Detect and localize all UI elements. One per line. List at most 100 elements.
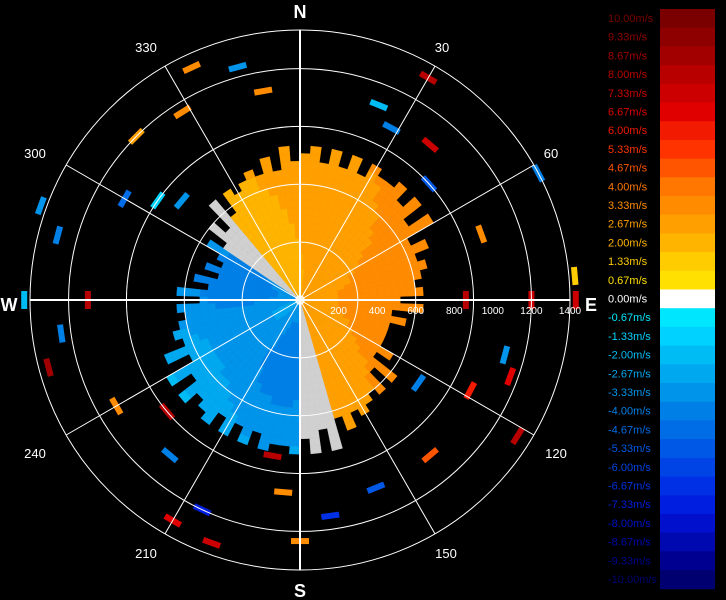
colorbar-label: 8.00m/s — [608, 69, 648, 81]
echo-gate — [306, 391, 315, 401]
colorbar-swatch — [660, 495, 715, 515]
azimuth-label-60: 60 — [544, 146, 558, 161]
echo-gate — [330, 440, 343, 452]
velocity-gate — [263, 451, 282, 461]
echo-gate — [253, 301, 262, 306]
echo-gate — [290, 422, 301, 432]
colorbar-label: -8.00m/s — [608, 518, 651, 530]
velocity-gate — [52, 225, 64, 245]
azimuth-label-330: 330 — [135, 40, 157, 55]
velocity-gate — [21, 290, 28, 309]
colorbar-label: 0.67m/s — [608, 275, 648, 287]
echo-gate — [310, 145, 322, 156]
colorbar-label: 9.33m/s — [608, 32, 648, 44]
cardinal-south: S — [294, 581, 306, 600]
velocity-gate — [475, 224, 488, 244]
radar-site-marker — [295, 295, 305, 305]
polar-grid — [29, 29, 571, 571]
echo-gate — [207, 308, 217, 317]
echo-gate — [199, 289, 209, 297]
echo-gate — [283, 406, 293, 416]
echo-gate — [304, 360, 310, 370]
colorbar-label: -6.00m/s — [608, 462, 651, 474]
colorbar-swatch — [660, 83, 715, 103]
echo-gate — [417, 238, 430, 252]
colorbar-swatch — [660, 401, 715, 421]
echo-gate — [383, 283, 393, 292]
velocity-gate — [182, 61, 202, 75]
echo-gate — [291, 176, 301, 185]
velocity-gate — [570, 266, 579, 286]
echo-gate — [290, 230, 296, 240]
azimuth-label-240: 240 — [24, 446, 46, 461]
range-tick-label: 600 — [407, 306, 424, 317]
echo-gate — [191, 288, 201, 297]
echo-gate — [285, 199, 294, 209]
echo-gate — [308, 161, 320, 171]
echo-gate — [281, 168, 292, 178]
echo-gate — [299, 184, 309, 193]
echo-gate — [299, 160, 310, 170]
echo-gate — [330, 148, 343, 160]
colorbar-swatch — [660, 102, 715, 122]
echo-gate — [384, 290, 393, 298]
azimuth-spoke — [65, 299, 301, 436]
echo-gate — [230, 301, 239, 308]
velocity-gate — [499, 345, 511, 365]
echo-gate — [280, 161, 292, 171]
echo-gate — [199, 303, 209, 311]
echo-gate — [292, 392, 301, 401]
echo-gate — [313, 397, 323, 408]
echo-gate — [307, 406, 317, 416]
echo-gate — [200, 309, 210, 318]
echo-gate — [306, 399, 316, 408]
echo-gate — [414, 286, 424, 297]
colorbar-swatch — [660, 270, 715, 290]
velocity-colorbar: 10.00m/s 9.33m/s 8.67m/s 8.00m/s 7.33m/s 6.67… — [608, 9, 715, 590]
colorbar-label: 2.67m/s — [608, 219, 648, 231]
colorbar-swatch — [660, 364, 715, 384]
echo-gate — [312, 390, 322, 400]
velocity-gate — [510, 426, 525, 446]
echo-gate — [259, 156, 272, 167]
echo-gate — [299, 191, 308, 201]
echo-gate — [192, 310, 202, 319]
azimuth-label-300: 300 — [24, 146, 46, 161]
echo-gate — [289, 222, 296, 232]
echo-gate — [222, 302, 232, 309]
polar-labels: N E S W 30 60 120 150 210 240 300 330 — [1, 2, 598, 600]
azimuth-spoke — [164, 65, 301, 301]
echo-gate — [214, 290, 224, 298]
azimuth-label-120: 120 — [545, 446, 567, 461]
echo-gate — [417, 259, 428, 271]
velocity-gate — [202, 536, 222, 549]
colorbar-swatch — [660, 289, 715, 309]
echo-gate — [281, 422, 292, 432]
echo-gate — [243, 169, 256, 181]
echo-gate — [286, 207, 295, 217]
echo-gate — [307, 184, 317, 194]
echo-gate — [299, 407, 309, 416]
echo-gate — [291, 407, 301, 416]
echo-gate — [308, 422, 319, 432]
echo-gate — [304, 368, 311, 378]
echo-gate — [391, 289, 401, 297]
range-tick-label: 1400 — [559, 306, 582, 317]
colorbar-label: -10.00m/s — [608, 574, 657, 586]
azimuth-spoke — [299, 299, 436, 535]
echo-gate — [279, 437, 291, 447]
colorbar-swatch — [660, 457, 715, 477]
echo-gate — [279, 153, 291, 163]
echo-gate — [368, 291, 378, 298]
echo-gate — [280, 429, 292, 439]
colorbar-swatch — [660, 252, 715, 272]
colorbar-label: 1.33m/s — [608, 256, 648, 268]
colorbar-swatch — [660, 345, 715, 365]
echo-gate — [163, 351, 176, 365]
ppi-plot: N E S W 30 60 120 150 210 240 300 330 20… — [1, 2, 598, 600]
echo-gate — [305, 376, 313, 385]
echo-gate — [292, 399, 301, 409]
cardinal-west: W — [1, 295, 18, 315]
echo-gate — [289, 438, 301, 447]
echo-gate — [307, 176, 318, 186]
